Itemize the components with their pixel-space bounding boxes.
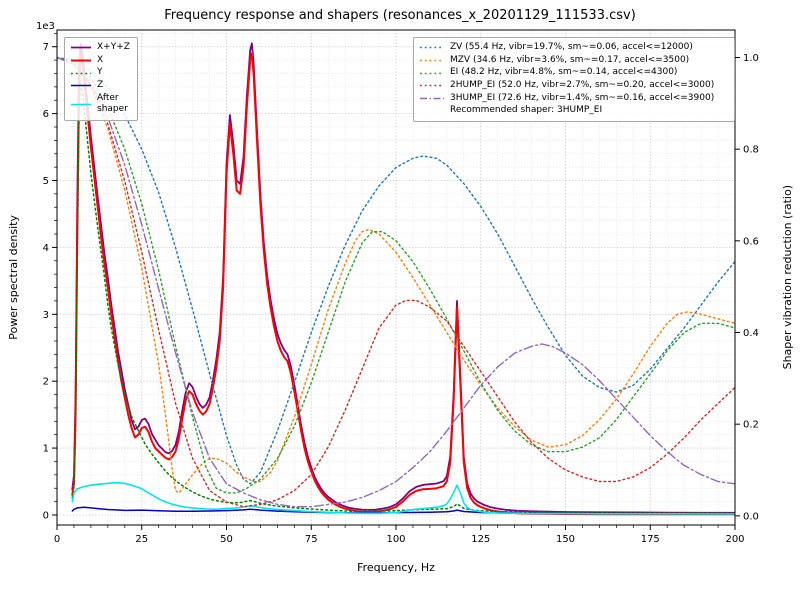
x-tick-label: 25 [135,534,148,545]
series-x [71,52,735,516]
psd-legend: X+Y+Z X Y Z After shaper [64,37,138,122]
series-after-shaper [71,481,735,515]
legend-line-sample [71,59,91,62]
legend-label: ZV (55.4 Hz, vibr=19.7%, sm~=0.06, accel… [450,42,693,52]
series-zv [57,56,735,485]
legend-item: 2HUMP_EI (52.0 Hz, vibr=2.7%, sm~=0.20, … [419,80,727,92]
legend-label: After shaper [97,92,128,115]
legend-line-sample [71,46,91,49]
x-tick-label: 100 [386,534,405,545]
legend-item: MZV (34.6 Hz, vibr=3.6%, sm~=0.17, accel… [419,55,727,67]
legend-line-sample [71,85,91,87]
y-right-tick-label: 0.0 [743,511,759,522]
y-left-tick-label: 2 [43,377,49,388]
legend-item: After shaper [70,93,130,116]
x-tick-label: 200 [725,534,744,545]
y-left-tick-label: 6 [43,109,49,120]
x-tick-label: 175 [641,534,660,545]
tick-labels: 0 25 50 75 100 125 150 175 200 0 1 2 3 4 5 6 7 0.0 0.2 0.4 0… [43,42,759,545]
legend-line-sample [420,97,444,100]
series-2hump-ei [57,56,735,508]
x-tick-label: 150 [556,534,575,545]
legend-line-sample [420,59,444,62]
series-y [71,79,735,514]
y-right-tick-label: 1.0 [743,53,759,64]
x-tick-label: 125 [471,534,490,545]
chart-title: Frequency response and shapers (resonanc… [164,8,636,23]
x-tick-label: 75 [305,534,318,545]
grid-minor [57,30,735,525]
x-tick-label: 50 [220,534,233,545]
legend-spacer [419,106,445,117]
legend-label: 2HUMP_EI (52.0 Hz, vibr=2.7%, sm~=0.20, … [450,80,715,91]
series-ei [57,56,735,494]
legend-line-sample [71,103,91,106]
y-axis-scale-offset: 1e3 [36,21,55,32]
tick-marks [52,32,740,530]
legend-item: X+Y+Z [70,42,130,54]
y-left-tick-label: 3 [43,310,49,321]
legend-line-sample [420,72,444,74]
legend-label: EI (48.2 Hz, vibr=4.8%, sm~=0.14, accel<… [450,67,678,78]
legend-line-sample [71,72,91,74]
legend-label: X+Y+Z [97,42,130,52]
series-mzv [57,56,735,494]
y-left-tick-label: 0 [43,510,49,521]
y-left-tick-label: 1 [43,444,49,455]
series-3hump-ei [57,56,735,508]
legend-label: Recommended shaper: 3HUMP_EI [450,105,603,116]
legend-item: EI (48.2 Hz, vibr=4.8%, sm~=0.14, accel<… [419,67,727,79]
legend-item: Y [70,67,130,79]
legend-item: Recommended shaper: 3HUMP_EI [419,105,727,117]
y-left-tick-label: 5 [43,176,49,187]
y-right-tick-label: 0.6 [743,236,759,247]
shaper-legend: ZV (55.4 Hz, vibr=19.7%, sm~=0.06, accel… [413,37,735,123]
legend-item: X [70,55,130,67]
y-right-tick-label: 0.4 [743,328,759,339]
legend-line-sample [420,47,444,49]
legend-label: X [97,54,104,65]
y-left-tick-label: 7 [43,42,49,53]
legend-line-sample [420,85,444,87]
y-right-tick-label: 0.2 [743,420,759,431]
legend-label: MZV (34.6 Hz, vibr=3.6%, sm~=0.17, accel… [450,54,690,65]
x-axis-label: Frequency, Hz [357,561,435,574]
legend-item: ZV (55.4 Hz, vibr=19.7%, sm~=0.06, accel… [419,42,727,54]
y-left-tick-label: 4 [43,243,49,254]
legend-item: 3HUMP_EI (72.6 Hz, vibr=1.4%, sm~=0.16, … [419,93,727,105]
x-tick-label: 0 [54,534,60,545]
legend-label: 3HUMP_EI (72.6 Hz, vibr=1.4%, sm~=0.16, … [450,92,715,103]
series-layer [57,42,735,516]
legend-label: Y [97,67,103,78]
legend-label: Z [97,80,104,91]
y-right-tick-label: 0.8 [743,145,759,156]
legend-item: Z [70,80,130,92]
